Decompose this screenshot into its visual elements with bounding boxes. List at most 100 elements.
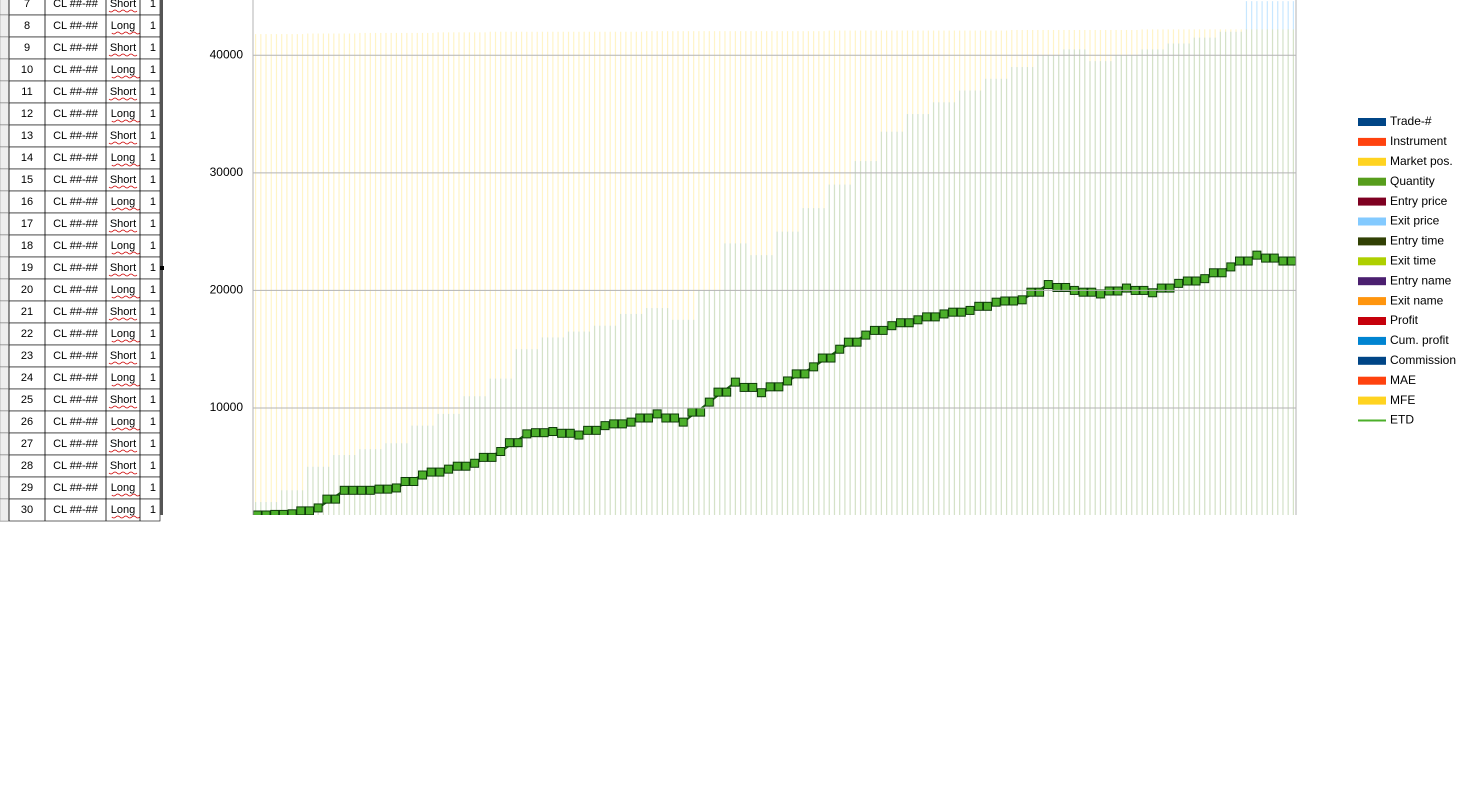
point-marker [530, 428, 540, 438]
bar [1282, 29, 1284, 515]
bar [1240, 31, 1242, 515]
row-header [0, 432, 10, 456]
cell-text: Short [110, 0, 136, 10]
point-marker [609, 419, 619, 429]
cell-text: CL ##-## [53, 20, 99, 32]
bar [630, 31, 632, 515]
point-marker [591, 425, 601, 435]
bar [1131, 29, 1133, 515]
bar [1151, 49, 1154, 515]
bar [1032, 29, 1034, 515]
legend-swatch [1358, 237, 1386, 246]
point-marker [470, 458, 480, 468]
point-marker [817, 353, 827, 363]
bar [437, 413, 439, 515]
bar [1261, 29, 1263, 515]
bar [270, 34, 272, 515]
point-marker [1278, 256, 1288, 266]
legend-label: Exit name [1390, 293, 1444, 307]
bar [322, 466, 325, 515]
cell-text: Short [110, 218, 136, 230]
bar [792, 31, 794, 515]
cell-text: 11 [21, 86, 32, 98]
cell-text: CL ##-## [53, 218, 99, 230]
bar [1042, 29, 1044, 515]
legend-label: Market pos. [1390, 154, 1453, 168]
point-marker [426, 467, 436, 477]
bar [541, 31, 544, 515]
cell-text: 18 [21, 240, 33, 252]
bar [1058, 29, 1060, 515]
bar [797, 31, 799, 515]
row-header [0, 36, 10, 60]
bar [880, 30, 883, 515]
bar [562, 31, 564, 515]
bar [766, 31, 768, 515]
legend-label: Entry price [1390, 194, 1448, 208]
cell-text: Short [110, 86, 136, 98]
bar [515, 349, 517, 515]
row-header [0, 498, 10, 522]
point-marker [722, 387, 732, 397]
bar [1021, 29, 1023, 515]
point-marker [774, 382, 784, 392]
bar [745, 243, 747, 515]
point-marker [748, 382, 758, 392]
bar [1099, 29, 1102, 515]
fill-handle [160, 266, 164, 270]
point-marker [504, 438, 514, 448]
bar [698, 290, 700, 515]
point-marker [296, 506, 306, 515]
row-header [0, 14, 10, 38]
bar [1157, 29, 1159, 515]
bar [661, 308, 663, 515]
point-marker [852, 337, 862, 347]
point-marker [1122, 283, 1132, 293]
cell-text: Long [111, 64, 135, 76]
bar [630, 313, 632, 515]
point-marker [956, 307, 966, 317]
point-marker [1078, 287, 1088, 297]
bar [348, 455, 351, 515]
bar [494, 378, 497, 515]
point-marker [974, 301, 984, 311]
bar [536, 31, 538, 515]
bar [458, 32, 460, 515]
bar [260, 502, 262, 515]
bar [1157, 49, 1159, 515]
spell-underline [111, 31, 141, 35]
bar [588, 31, 590, 515]
bar [416, 32, 418, 515]
spreadsheet: 7 CL ##-## Short 18 CL ##-## Long 19 CL ##-## Sh… [0, 0, 164, 522]
legend-label: Entry time [1390, 234, 1444, 248]
point-marker [626, 417, 636, 427]
bar [255, 34, 257, 515]
cell-text: CL ##-## [53, 350, 99, 362]
legend-label: Cum. profit [1390, 333, 1449, 347]
point-marker [253, 510, 262, 515]
point-marker [1113, 286, 1123, 296]
row-header [0, 322, 10, 346]
bar [1078, 49, 1081, 515]
bar [865, 30, 867, 515]
bar [713, 290, 716, 515]
cell-text: CL ##-## [53, 438, 99, 450]
point-marker [496, 447, 506, 457]
y-tick-label: 40000 [210, 47, 244, 61]
bar [547, 31, 549, 515]
bar [557, 337, 559, 515]
bar [760, 31, 763, 515]
bar [567, 331, 570, 515]
bar [1183, 29, 1185, 515]
spell-underline [111, 251, 141, 255]
bar [552, 337, 554, 515]
spell-underline [108, 273, 138, 277]
point-marker [835, 344, 845, 354]
point-marker [713, 387, 723, 397]
cell-text: 8 [24, 20, 30, 32]
cell-text: 1 [150, 20, 156, 32]
y-tick-label: 20000 [210, 283, 244, 297]
bar [432, 32, 434, 515]
bar [1204, 29, 1206, 515]
bar [828, 184, 830, 515]
